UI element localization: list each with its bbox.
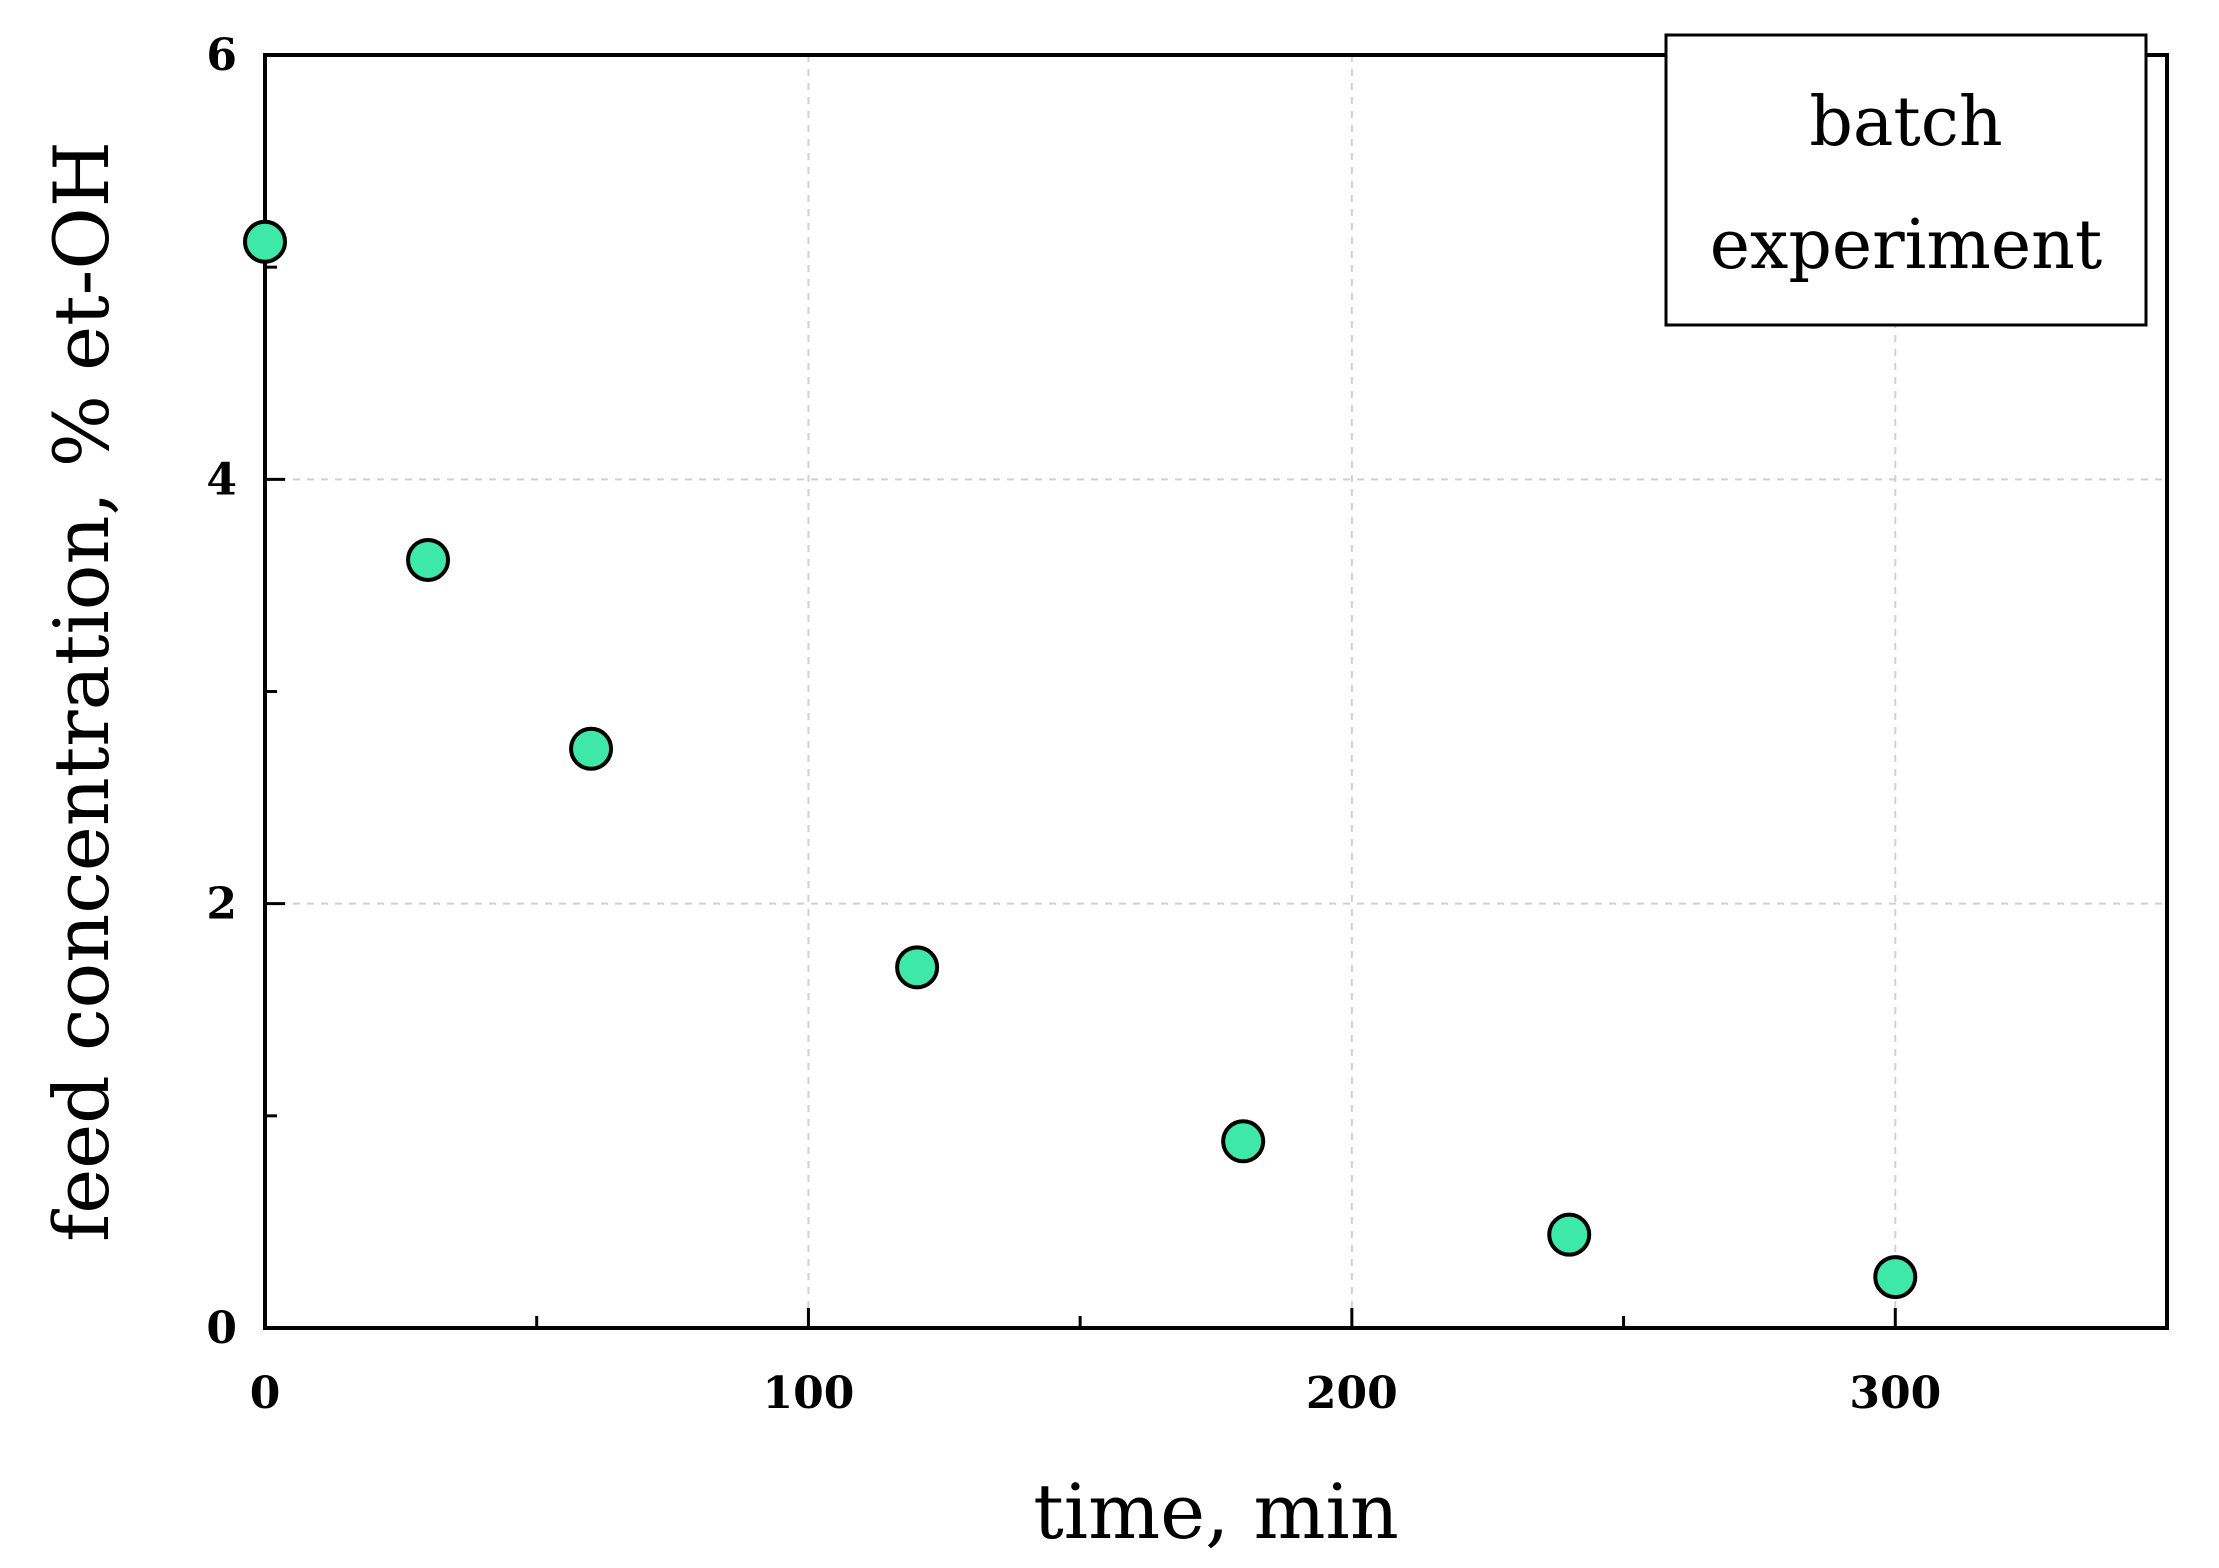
y-tick-label: 6 xyxy=(206,30,237,81)
legend-text-line-1: batch xyxy=(1809,83,2002,162)
axis-ticks xyxy=(263,53,1897,1330)
y-tick-label: 2 xyxy=(206,879,237,930)
data-points xyxy=(243,219,1918,1300)
data-point xyxy=(1547,1212,1592,1257)
y-axis-title: feed concentration, % et-OH xyxy=(37,141,126,1242)
data-point xyxy=(1873,1255,1918,1300)
tick-labels: 0 100 200 300 0 2 4 6 xyxy=(206,30,1941,1419)
x-tick-label: 100 xyxy=(762,1368,854,1419)
legend-text-line-2: experiment xyxy=(1710,206,2102,285)
x-tick-label: 300 xyxy=(1849,1368,1941,1419)
data-point xyxy=(895,945,940,990)
x-tick-label: 0 xyxy=(250,1368,281,1419)
data-point xyxy=(406,537,451,582)
y-tick-label: 0 xyxy=(206,1303,237,1354)
data-point xyxy=(1221,1119,1266,1164)
y-tick-label: 4 xyxy=(206,454,237,505)
data-point xyxy=(569,726,614,771)
data-point xyxy=(243,219,287,264)
legend-frame xyxy=(1664,33,2148,327)
x-tick-label: 200 xyxy=(1306,1368,1398,1419)
legend-box: batch experiment xyxy=(1664,33,2148,327)
x-axis-title: time, min xyxy=(1033,1467,1399,1556)
